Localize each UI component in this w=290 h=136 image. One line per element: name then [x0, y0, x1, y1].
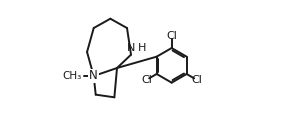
Text: Cl: Cl [191, 75, 202, 85]
Text: Cl: Cl [141, 75, 152, 85]
Text: N: N [127, 43, 135, 53]
Text: CH₃: CH₃ [63, 71, 82, 81]
Text: H: H [138, 43, 146, 53]
Text: Cl: Cl [166, 31, 177, 41]
Text: N: N [89, 69, 98, 83]
